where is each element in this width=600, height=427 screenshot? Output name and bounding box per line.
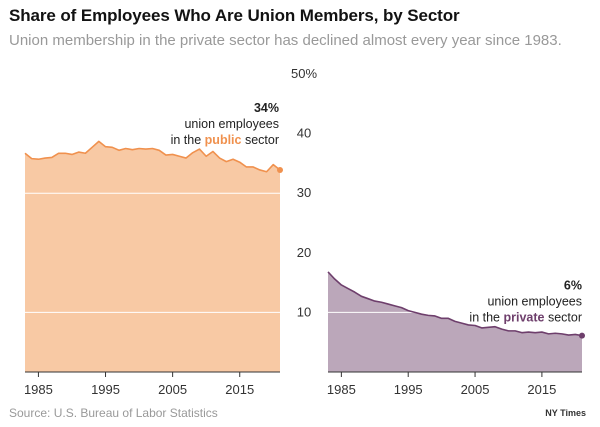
public-x-tick-label: 2015: [225, 382, 254, 397]
chart-title: Share of Employees Who Are Union Members…: [9, 6, 460, 25]
private-x-tick-label: 2015: [527, 382, 556, 397]
private-sector-panel: [327, 192, 585, 373]
y-tick-label: 40: [297, 126, 311, 141]
public-area: [25, 141, 280, 372]
public-x-tick-label: 1995: [91, 382, 120, 397]
private-x-tick-label: 1995: [394, 382, 423, 397]
private-annotation-line1: union employees: [487, 295, 582, 309]
public-sector-panel: [24, 140, 283, 373]
private-x-tick-label: 1985: [327, 382, 356, 397]
public-annotation-line2: in the public sector: [171, 133, 279, 147]
chart-subtitle: Union membership in the private sector h…: [9, 32, 562, 49]
public-line: [24, 140, 281, 173]
private-annotation-line2: in the private sector: [469, 311, 582, 325]
y-tick-label: 30: [297, 185, 311, 200]
public-annotation-line1: union employees: [184, 117, 279, 131]
private-end-point: [579, 332, 585, 339]
annotations: 34% union employees in the public sector 6%…: [171, 101, 582, 325]
y-tick-label: 50%: [291, 66, 317, 81]
private-line: [327, 271, 583, 337]
public-annotation-value: 34%: [254, 101, 279, 115]
x-axis-private: 1985 1995 2005 2015: [327, 372, 556, 397]
y-axis: 50% 40 30 20 10: [291, 66, 317, 319]
public-x-tick-label: 1985: [24, 382, 53, 397]
private-annotation-value: 6%: [564, 279, 582, 293]
private-x-tick-label: 2005: [461, 382, 490, 397]
y-tick-label: 20: [297, 245, 311, 260]
public-end-point: [277, 166, 283, 173]
x-axis-public: 1985 1995 2005 2015: [24, 372, 254, 397]
y-tick-label: 10: [297, 304, 311, 319]
source-note: Source: U.S. Bureau of Labor Statistics: [9, 406, 218, 420]
public-x-tick-label: 2005: [158, 382, 187, 397]
credit-label: NY Times: [545, 408, 586, 418]
